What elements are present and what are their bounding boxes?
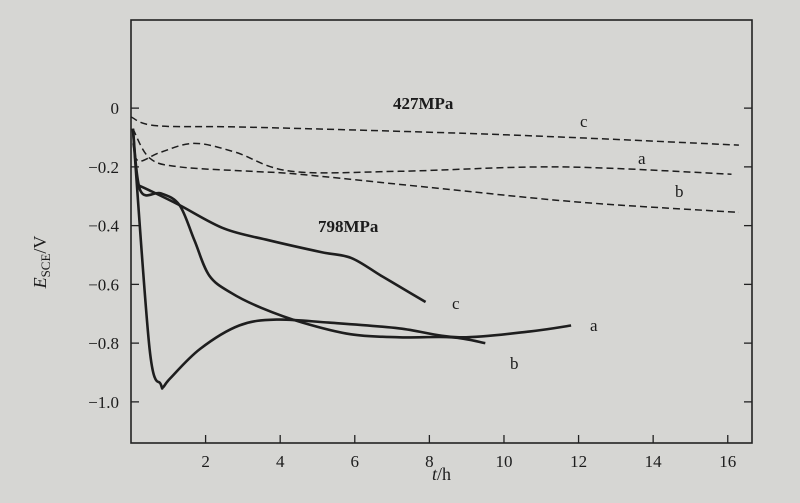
series-line-798mpa-a bbox=[131, 128, 486, 345]
y-tick-label: −0.2 bbox=[88, 158, 119, 177]
x-tick-label: 10 bbox=[495, 452, 512, 471]
x-tick-label: 4 bbox=[276, 452, 285, 471]
x-tick-label: 6 bbox=[351, 452, 360, 471]
y-tick-label: −0.8 bbox=[88, 334, 119, 353]
series-label-798mpa-a: a bbox=[590, 316, 598, 335]
series-line-798mpa-b bbox=[131, 128, 572, 390]
x-tick-label: 16 bbox=[719, 452, 736, 471]
series-line-798mpa-c bbox=[136, 183, 427, 304]
y-tick-label: −0.4 bbox=[88, 217, 119, 236]
y-tick-label: −0.6 bbox=[88, 275, 119, 294]
y-axis-label: ESCE/V bbox=[30, 236, 53, 290]
x-tick-label: 8 bbox=[425, 452, 434, 471]
y-tick-label: 0 bbox=[111, 99, 120, 118]
series-line-427mpa-c bbox=[130, 116, 739, 146]
x-axis-label: t/h bbox=[432, 464, 451, 484]
series-label-427mpa-c: c bbox=[580, 112, 588, 131]
series-label-798mpa-b: b bbox=[510, 354, 519, 373]
x-tick-label: 12 bbox=[570, 452, 587, 471]
annotation-798mpa: 798MPa bbox=[318, 217, 379, 236]
annotation-427mpa: 427MPa bbox=[393, 94, 454, 113]
x-tick-label: 2 bbox=[201, 452, 210, 471]
series-label-798mpa-c: c bbox=[452, 294, 460, 313]
series-label-427mpa-a: a bbox=[638, 149, 646, 168]
series-label-427mpa-b: b bbox=[675, 182, 684, 201]
series-line-427mpa-b bbox=[132, 128, 739, 214]
y-tick-label: −1.0 bbox=[88, 393, 119, 412]
plot-frame bbox=[130, 19, 753, 444]
x-tick-label: 14 bbox=[645, 452, 663, 471]
